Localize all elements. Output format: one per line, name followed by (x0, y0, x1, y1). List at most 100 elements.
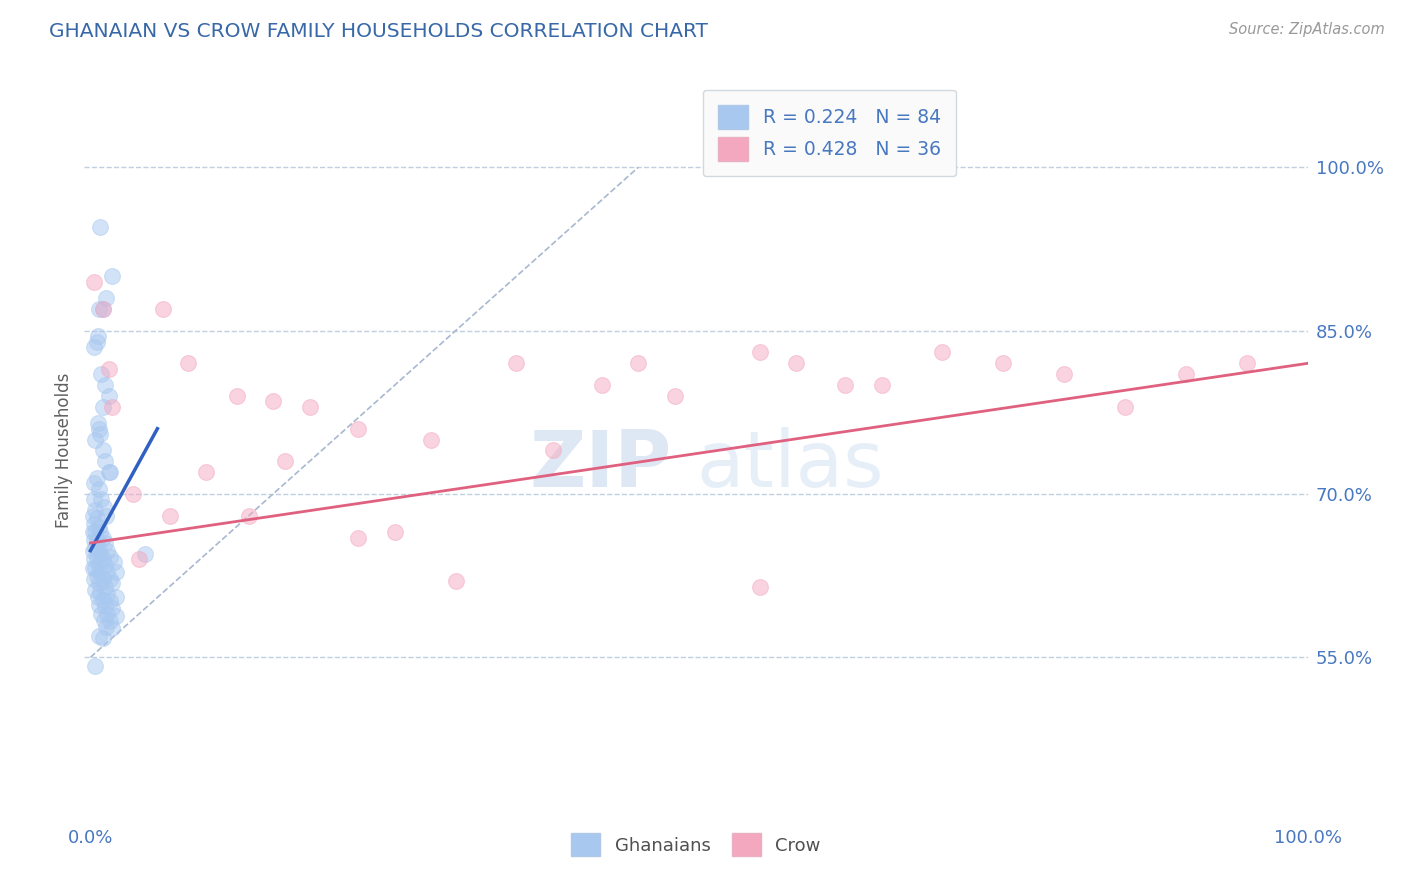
Point (505, 356, 527, 370)
Point (86, 511, 108, 525)
Point (101, 269, 124, 284)
Point (98, 593, 121, 607)
Point (89, 547, 111, 561)
Point (96, 291, 118, 305)
Point (84, 561, 107, 575)
Point (87, 519, 110, 533)
Point (91, 631, 114, 645)
Point (384, 525, 406, 540)
Point (238, 508, 260, 523)
Point (101, 576, 124, 591)
Point (262, 394, 284, 409)
Point (87, 598, 110, 612)
Point (177, 356, 200, 370)
Point (83, 552, 105, 566)
Point (83, 492, 105, 507)
Point (87, 416, 110, 430)
Point (96, 508, 118, 523)
Point (101, 601, 124, 615)
Point (91, 552, 114, 566)
Point (98, 615, 121, 629)
Point (91, 400, 114, 414)
Point (748, 345, 770, 359)
Point (993, 356, 1015, 370)
Point (347, 422, 370, 436)
Point (274, 454, 297, 468)
Point (1236, 356, 1258, 370)
Point (83, 275, 105, 289)
Point (82, 561, 104, 575)
Point (1053, 368, 1076, 382)
Point (347, 531, 370, 545)
Point (97, 361, 120, 376)
Point (87, 576, 110, 591)
Point (84, 582, 107, 597)
Point (931, 345, 953, 359)
Point (122, 487, 145, 501)
Point (298, 400, 321, 414)
Point (785, 356, 807, 370)
Point (90, 368, 112, 382)
Point (82, 525, 104, 540)
Point (84, 433, 107, 447)
Point (89, 220, 111, 235)
Point (86, 568, 108, 582)
Point (870, 378, 893, 392)
Point (86, 471, 108, 485)
Point (97, 465, 120, 479)
Point (195, 465, 218, 479)
Point (98, 465, 121, 479)
Point (89, 525, 111, 540)
Point (91, 443, 114, 458)
Point (96, 587, 118, 601)
Point (87, 629, 110, 643)
Point (82, 543, 104, 558)
Point (83, 517, 105, 532)
Legend: Ghanaians, Crow: Ghanaians, Crow (564, 826, 828, 863)
Point (103, 555, 125, 569)
Point (84, 659, 107, 673)
Point (83, 572, 105, 586)
Point (83, 533, 105, 547)
Point (444, 574, 467, 588)
Text: atlas: atlas (696, 427, 883, 503)
Point (152, 301, 174, 316)
Point (96, 566, 118, 580)
Point (89, 427, 111, 442)
Point (1174, 368, 1197, 382)
Point (89, 585, 111, 599)
Point (93, 613, 115, 627)
Point (128, 552, 150, 566)
Point (91, 592, 114, 607)
Point (87, 422, 110, 436)
Point (91, 572, 114, 586)
Text: GHANAIAN VS CROW FAMILY HOUSEHOLDS CORRELATION CHART: GHANAIAN VS CROW FAMILY HOUSEHOLDS CORRE… (49, 22, 709, 41)
Point (664, 389, 686, 403)
Text: ZIP: ZIP (529, 427, 672, 503)
Point (748, 580, 770, 594)
Point (134, 547, 156, 561)
Point (87, 482, 110, 496)
Point (627, 356, 650, 370)
Y-axis label: Family Households: Family Households (55, 373, 73, 528)
Point (82, 508, 104, 523)
Point (97, 389, 120, 403)
Point (83, 340, 105, 354)
Point (101, 621, 124, 635)
Point (91, 531, 114, 545)
Point (96, 620, 118, 634)
Point (87, 329, 110, 343)
Point (96, 543, 118, 558)
Point (159, 508, 181, 523)
Point (94, 454, 117, 468)
Point (87, 591, 110, 605)
Point (105, 609, 128, 624)
Point (86, 334, 108, 349)
Point (420, 433, 443, 447)
Point (94, 378, 117, 392)
Point (834, 378, 856, 392)
Point (90, 492, 112, 507)
Point (84, 525, 107, 540)
Point (93, 500, 115, 514)
Point (84, 503, 107, 517)
